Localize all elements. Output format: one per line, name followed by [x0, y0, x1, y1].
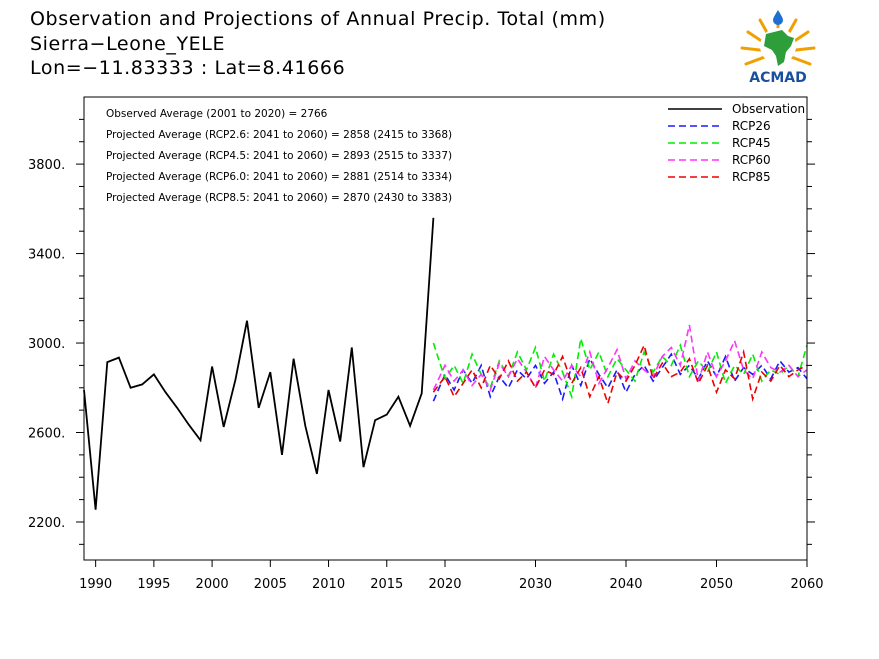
- series-rcp60-line: [432, 324, 808, 392]
- chart-title: Observation and Projections of Annual Pr…: [30, 8, 606, 30]
- annotation-text: Observed Average (2001 to 2020) = 2766: [106, 108, 328, 120]
- x-tick-label: 2010: [312, 577, 345, 592]
- x-tick-label: 1995: [137, 577, 170, 592]
- y-tick-label: 3000.: [28, 337, 65, 352]
- x-tick-label: 2000: [196, 577, 229, 592]
- plot-frame: [83, 96, 808, 561]
- x-tick-label: 2015: [370, 577, 403, 592]
- annotation-text: Projected Average (RCP2.6: 2041 to 2060)…: [106, 129, 452, 141]
- y-tick-label: 2200.: [28, 516, 65, 531]
- y-tick-label: 2600.: [28, 427, 65, 442]
- axis-ticks: [76, 118, 815, 567]
- x-tick-label: 2020: [428, 577, 461, 592]
- x-tick-label: 2030: [519, 577, 552, 592]
- series-lines: [83, 217, 808, 510]
- x-tick-label: 1990: [79, 577, 112, 592]
- legend-label: RCP85: [732, 170, 771, 184]
- water-drop-icon: [773, 10, 783, 25]
- legend: Observation RCP26 RCP45 RCP60 RCP85: [668, 102, 805, 184]
- series-rcp85-line: [432, 342, 808, 407]
- x-tick-label: 2050: [700, 577, 733, 592]
- y-tick-label: 3400.: [28, 248, 65, 263]
- y-tick-label: 3800.: [28, 158, 65, 173]
- legend-label: RCP45: [732, 136, 771, 150]
- acmad-logo: ACMAD: [740, 10, 816, 86]
- coordinates-label: Lon=−11.83333 : Lat=8.41666: [30, 57, 346, 79]
- legend-label: Observation: [732, 102, 805, 116]
- annotation-text: Projected Average (RCP6.0: 2041 to 2060)…: [106, 171, 452, 183]
- annotation-text: Projected Average (RCP8.5: 2041 to 2060)…: [106, 192, 452, 204]
- x-tick-label: 2005: [254, 577, 287, 592]
- annotations: Observed Average (2001 to 2020) = 2766 Pr…: [106, 108, 452, 204]
- x-tick-label: 2040: [609, 577, 642, 592]
- series-observation-line: [83, 217, 435, 510]
- africa-map-icon: [764, 30, 794, 66]
- series-rcp26-line: [432, 352, 808, 402]
- x-tick-label: 2060: [790, 577, 823, 592]
- location-name: Sierra−Leone_YELE: [30, 33, 226, 55]
- annotation-text: Projected Average (RCP4.5: 2041 to 2060)…: [106, 150, 452, 162]
- tick-labels: 1990 1995 2000 2005 2010 2015 2020 2030 2040 2050…: [28, 158, 824, 592]
- legend-label: RCP60: [732, 153, 771, 167]
- legend-label: RCP26: [732, 119, 771, 133]
- logo-text: ACMAD: [749, 70, 807, 86]
